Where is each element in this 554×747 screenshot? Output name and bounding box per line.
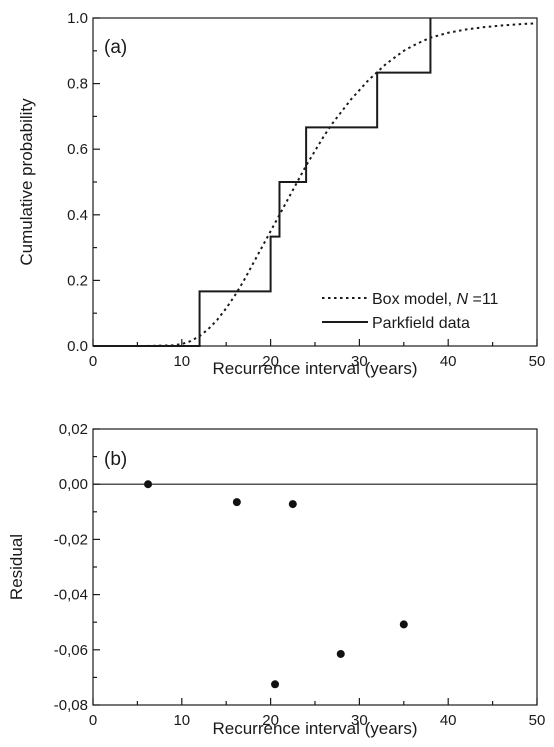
- panel-b-residuals: 0 10 20 30 40 500,020,00-0,02-0,04-0,06-0,08 …: [7, 421, 545, 738]
- residual-point: [144, 480, 153, 489]
- legend-label-box-model: Box model, N =11: [372, 291, 499, 308]
- panel-a-cumulative-probability: 0 10 20 30 40 50 0.0 0.2 0.4 0.6 0.8 1.0 (a) Recurr…: [17, 10, 545, 378]
- panel-b-x-axis-title: Recurrence interval (years): [212, 719, 417, 738]
- panel-a-x-tick-label: 40: [440, 353, 457, 370]
- panel-b-series: [93, 480, 537, 689]
- panel-a-x-tick-label: 50: [529, 353, 546, 370]
- panel-a-y-tick-label: 0.4: [67, 207, 88, 224]
- panel-a-y-tick-label: 1.0: [67, 10, 88, 27]
- panel-a-y-tick-label: 0.2: [67, 272, 88, 289]
- residual-point: [336, 649, 345, 658]
- panel-a-x-tick-label: 20: [262, 353, 279, 370]
- residual-point: [232, 498, 241, 507]
- residual-point: [271, 680, 280, 689]
- legend-box-model-prefix: Box model,: [372, 291, 456, 308]
- panel-b-y-tick-label: 0,00: [59, 476, 88, 493]
- panel-b-y-tick-label: -0,02: [54, 531, 88, 548]
- legend-box-model-suffix: =11: [468, 291, 499, 308]
- legend-box-model-var: N: [456, 291, 468, 308]
- panel-b-x-tick-label: 10: [173, 712, 190, 729]
- box-model-curve: [93, 22, 538, 347]
- panel-a-y-tick-label: 0.6: [67, 141, 88, 158]
- panel-b-x-tick-label: 20: [262, 712, 279, 729]
- panel-a-legend: Box model, N =11 Parkfield data: [322, 291, 499, 332]
- residual-point: [399, 620, 408, 629]
- panel-b-y-tick-label: 0,02: [59, 421, 88, 438]
- panel-a-x-tick-label: 10: [173, 353, 190, 370]
- panel-a-y-tick-label: 0.0: [67, 338, 88, 355]
- panel-a-x-axis-title: Recurrence interval (years): [212, 359, 417, 378]
- panel-b-label: (b): [104, 449, 127, 470]
- panel-b-x-tick-label: 40: [440, 712, 457, 729]
- panel-b-y-tick-label: -0,06: [54, 642, 88, 659]
- residual-point: [288, 500, 297, 509]
- panel-a-y-axis-title: Cumulative probability: [17, 98, 36, 266]
- panel-a-ticks: 0 10 20 30 40 50 0.0 0.2 0.4 0.6 0.8 1.0: [67, 10, 545, 370]
- panel-b-y-tick-label: -0,08: [54, 697, 88, 714]
- panel-a-y-tick-label: 0.8: [67, 76, 88, 93]
- panel-a-label: (a): [104, 37, 127, 58]
- panel-b-y-axis-title: Residual: [7, 534, 26, 600]
- legend-label-parkfield: Parkfield data: [372, 315, 470, 332]
- parkfield-data-step-line: [93, 18, 432, 347]
- panel-a-x-tick-label: 30: [351, 353, 368, 370]
- panel-b-ticks: 0 10 20 30 40 50 0,02 0,00 -0,02 -0,04 -0,06 -0,08: [54, 421, 546, 729]
- panel-a-x-tick-label: 0: [89, 353, 97, 370]
- panel-b-x-tick-label: 30: [351, 712, 368, 729]
- panel-b-plot-frame: [92, 428, 538, 706]
- panel-b-x-tick-label: 50: [529, 712, 546, 729]
- panel-b-y-tick-label: -0,04: [54, 587, 88, 604]
- panel-a-series: [93, 18, 538, 347]
- panel-b-x-tick-label: 0: [89, 712, 97, 729]
